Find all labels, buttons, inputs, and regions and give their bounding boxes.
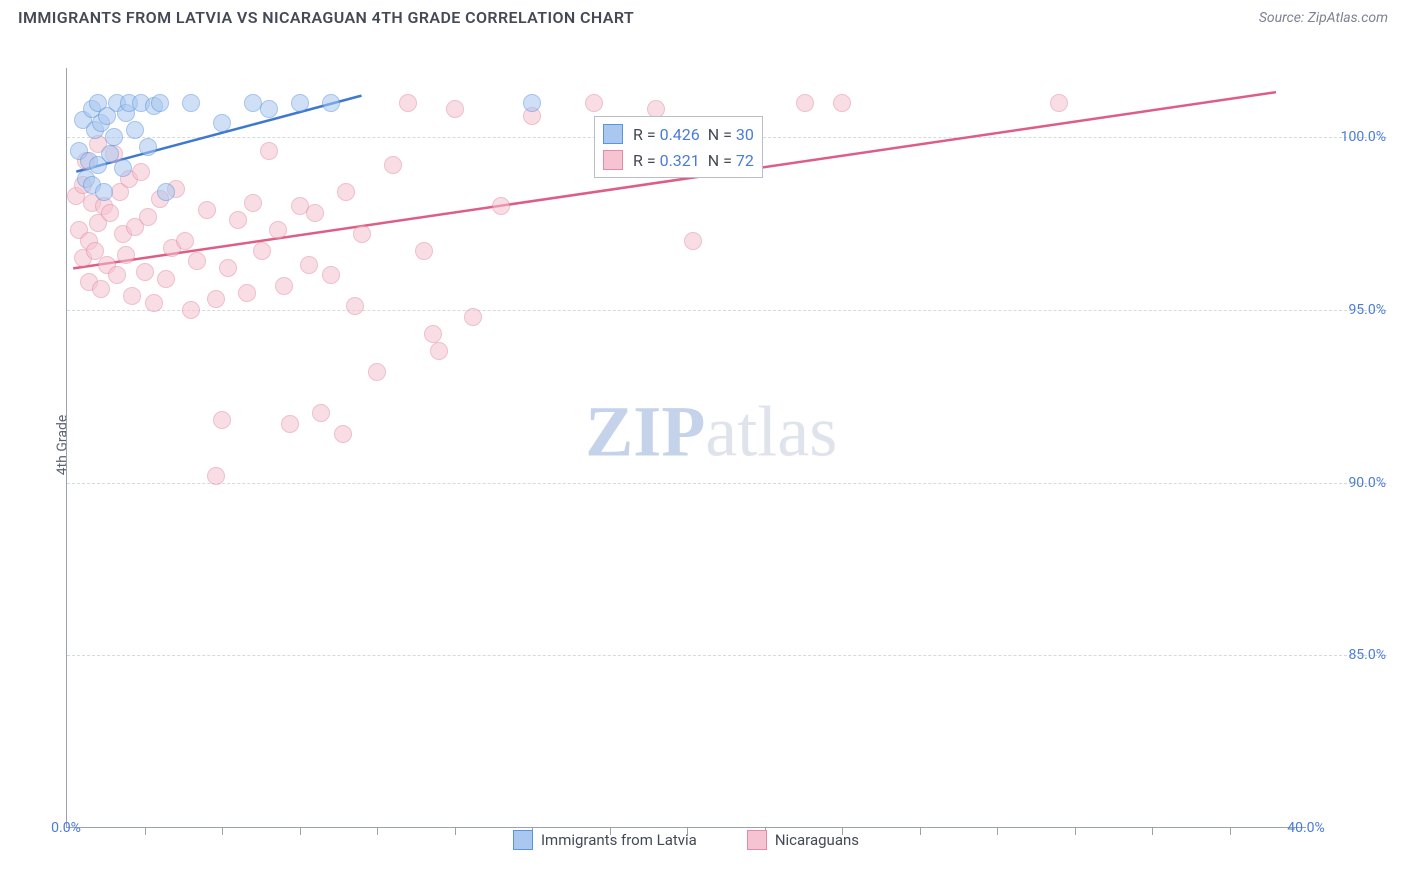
data-point [300, 256, 318, 274]
source-attribution: Source: ZipAtlas.com [1259, 10, 1388, 26]
watermark: ZIPatlas [585, 391, 837, 474]
data-point [399, 94, 417, 112]
data-point [337, 183, 355, 201]
data-point [446, 100, 464, 118]
legend-swatch-icon [603, 124, 623, 144]
gridline [67, 655, 1387, 656]
y-tick-label: 90.0% [1348, 475, 1386, 491]
data-point [139, 208, 157, 226]
data-point [108, 266, 126, 284]
data-point [145, 294, 163, 312]
data-point [322, 94, 340, 112]
legend-swatch-icon [513, 830, 533, 850]
legend-item-latvia: Immigrants from Latvia [513, 830, 697, 850]
data-point [126, 121, 144, 139]
data-point [306, 204, 324, 222]
data-point [833, 94, 851, 112]
data-point [430, 342, 448, 360]
data-point [415, 242, 433, 260]
trendlines [67, 68, 1307, 828]
data-point [213, 114, 231, 132]
data-point [182, 301, 200, 319]
data-point [384, 156, 402, 174]
data-point [281, 415, 299, 433]
data-point [684, 232, 702, 250]
data-point [334, 425, 352, 443]
data-point [157, 270, 175, 288]
data-point [492, 197, 510, 215]
x-tick-label: 40.0% [1287, 820, 1325, 836]
legend-stat-row: R = 0.321 N = 72 [603, 147, 754, 173]
data-point [132, 163, 150, 181]
data-point [207, 290, 225, 308]
data-point [229, 211, 247, 229]
data-point [585, 94, 603, 112]
data-point [346, 297, 364, 315]
legend-swatch-icon [603, 150, 623, 170]
y-tick-label: 100.0% [1341, 129, 1386, 145]
data-point [114, 159, 132, 177]
watermark-zip: ZIP [585, 392, 705, 472]
data-point [275, 277, 293, 295]
data-point [207, 467, 225, 485]
watermark-atlas: atlas [705, 392, 837, 472]
data-point [101, 204, 119, 222]
data-point [151, 94, 169, 112]
data-point [123, 287, 141, 305]
data-point [253, 242, 271, 260]
gridline [67, 483, 1387, 484]
data-point [424, 325, 442, 343]
legend-label: Immigrants from Latvia [541, 831, 697, 849]
data-point [523, 94, 541, 112]
data-point [796, 94, 814, 112]
data-point [157, 183, 175, 201]
legend-bottom: Immigrants from Latvia Nicaraguans [66, 830, 1306, 850]
data-point [353, 225, 371, 243]
data-point [269, 221, 287, 239]
y-tick-label: 85.0% [1348, 647, 1386, 663]
data-point [139, 138, 157, 156]
data-point [198, 201, 216, 219]
data-point [244, 194, 262, 212]
chart-container: 4th Grade ZIPatlas 85.0%90.0%95.0%100.0%… [18, 40, 1388, 850]
data-point [260, 100, 278, 118]
plot-area: ZIPatlas 85.0%90.0%95.0%100.0%R = 0.426 … [66, 68, 1306, 828]
legend-label: Nicaraguans [775, 831, 859, 849]
data-point [105, 128, 123, 146]
data-point [136, 263, 154, 281]
data-point [291, 94, 309, 112]
legend-stat-text: R = 0.321 N = 72 [633, 151, 754, 170]
data-point [312, 404, 330, 422]
data-point [368, 363, 386, 381]
legend-item-nicaraguans: Nicaraguans [747, 830, 859, 850]
gridline [67, 310, 1387, 311]
data-point [238, 284, 256, 302]
legend-stat-row: R = 0.426 N = 30 [603, 121, 754, 147]
x-tick-label: 0.0% [51, 820, 81, 836]
data-point [219, 259, 237, 277]
data-point [176, 232, 194, 250]
legend-swatch-icon [747, 830, 767, 850]
data-point [213, 411, 231, 429]
data-point [95, 183, 113, 201]
legend-stat-text: R = 0.426 N = 30 [633, 125, 754, 144]
data-point [464, 308, 482, 326]
data-point [92, 280, 110, 298]
data-point [260, 142, 278, 160]
data-point [117, 246, 135, 264]
data-point [322, 266, 340, 284]
y-tick-label: 95.0% [1348, 302, 1386, 318]
chart-title: IMMIGRANTS FROM LATVIA VS NICARAGUAN 4TH… [18, 8, 634, 27]
data-point [188, 252, 206, 270]
data-point [182, 94, 200, 112]
legend-inset: R = 0.426 N = 30 R = 0.321 N = 72 [594, 116, 763, 178]
data-point [1050, 94, 1068, 112]
